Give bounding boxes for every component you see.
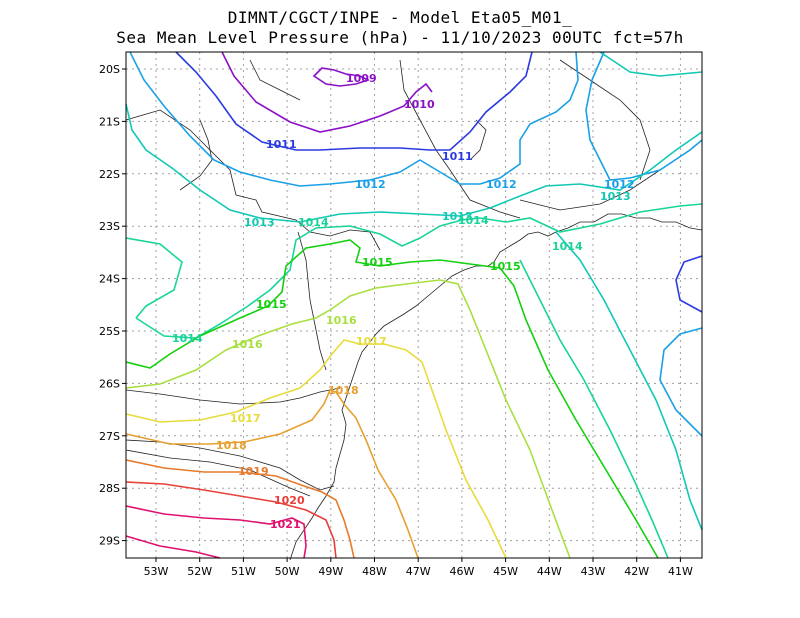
chart-title-line1: DIMNT/CGCT/INPE - Model Eta05_M01_ — [227, 8, 573, 27]
state-border — [559, 59, 651, 181]
isobar-label-1017: 1017 — [230, 412, 261, 425]
isobar-label-1009: 1009 — [346, 72, 377, 85]
isobar-label-1020: 1020 — [274, 494, 305, 507]
state-border — [125, 109, 381, 251]
isobar-1011 — [175, 51, 533, 151]
isobar-1015 — [125, 239, 659, 559]
isobar-label-1010: 1010 — [404, 98, 435, 111]
lat-label: 20S — [99, 63, 120, 76]
isobar-labels: 1009 1010 1011 1011 1012 1012 1012 1013 … — [172, 72, 635, 531]
isobar-label-1014: 1014 — [298, 216, 329, 229]
state-border — [399, 59, 521, 219]
lon-label: 47W — [406, 565, 431, 578]
isobar-1009 — [312, 67, 371, 87]
isobar-label-1019: 1019 — [238, 465, 269, 478]
isobar-1013 — [125, 103, 703, 223]
lon-label: 52W — [187, 565, 212, 578]
isobar-1012b — [585, 51, 703, 181]
lon-label: 50W — [275, 565, 300, 578]
lon-label: 44W — [537, 565, 562, 578]
state-border — [297, 231, 327, 371]
isobar-label-1015: 1015 — [256, 298, 287, 311]
isobar-label-1015: 1015 — [490, 260, 521, 273]
lon-label: 42W — [624, 565, 649, 578]
isobar-label-1012: 1012 — [486, 178, 517, 191]
isobar-label-1014: 1014 — [552, 240, 583, 253]
lat-label: 23S — [99, 220, 120, 233]
lat-label: 22S — [99, 168, 120, 181]
isobar-label-1011: 1011 — [266, 138, 297, 151]
isobar-label-1013: 1013 — [244, 216, 275, 229]
isobar-label-1021: 1021 — [270, 518, 301, 531]
lat-lon-grid — [126, 52, 702, 558]
isobar-label-1012: 1012 — [604, 178, 635, 191]
isobar-1013b — [599, 51, 703, 77]
isobar-label-1016: 1016 — [326, 314, 357, 327]
isobar-1019 — [125, 459, 355, 559]
isobar-label-1011: 1011 — [442, 150, 473, 163]
isobar-1016 — [125, 279, 571, 559]
isobar-label-1015: 1015 — [362, 256, 393, 269]
isobar-1021b — [125, 535, 221, 559]
lon-label: 45W — [493, 565, 518, 578]
lat-label: 26S — [99, 377, 120, 390]
isobar-label-1017: 1017 — [356, 335, 387, 348]
lat-label: 24S — [99, 273, 120, 286]
state-border — [249, 59, 301, 101]
coastline — [289, 213, 703, 561]
isobar-label-1013: 1013 — [600, 190, 631, 203]
state-border — [179, 119, 213, 191]
lon-label: 41W — [668, 565, 693, 578]
lon-label: 46W — [449, 565, 474, 578]
isobar-label-1018: 1018 — [328, 384, 359, 397]
lon-label: 48W — [362, 565, 387, 578]
isobar-label-1012: 1012 — [355, 178, 386, 191]
isobar-1013c — [555, 231, 703, 531]
isobar-label-1014: 1014 — [458, 214, 489, 227]
isobar-1014c — [519, 259, 669, 559]
isobar-1018 — [125, 389, 419, 559]
axis-labels: 20S 21S 22S 23S 24S 25S 26S 27S 28S 29S 53W 52W 51W 5… — [99, 63, 693, 578]
coastline-borders — [125, 59, 703, 561]
isobar-1020 — [125, 481, 337, 559]
isobar-1011b — [675, 255, 703, 313]
lon-label: 53W — [144, 565, 169, 578]
lat-label: 21S — [99, 115, 120, 128]
lat-label: 28S — [99, 482, 120, 495]
lat-label: 25S — [99, 325, 120, 338]
isobar-1014 — [135, 203, 703, 339]
isobar-1014b — [125, 237, 183, 319]
state-border — [469, 119, 487, 161]
isobar-lines — [125, 51, 703, 559]
lon-label: 51W — [231, 565, 256, 578]
isobar-1012c — [659, 327, 703, 437]
lat-label: 29S — [99, 535, 120, 548]
lat-label: 27S — [99, 430, 120, 443]
isobar-1017 — [125, 339, 507, 559]
state-border — [125, 387, 341, 405]
isobar-1012 — [129, 51, 579, 187]
isobar-label-1016: 1016 — [232, 338, 263, 351]
isobar-label-1014: 1014 — [172, 332, 203, 345]
isobar-1021 — [125, 505, 307, 559]
lon-label: 43W — [581, 565, 606, 578]
plot-frame — [125, 51, 703, 559]
state-border — [125, 449, 311, 497]
lon-label: 49W — [318, 565, 343, 578]
isobar-1010 — [221, 51, 433, 133]
isobar-label-1013: 1013 — [442, 210, 473, 223]
isobar-label-1018: 1018 — [216, 439, 247, 452]
chart-title-line2: Sea Mean Level Pressure (hPa) - 11/10/20… — [116, 28, 684, 47]
